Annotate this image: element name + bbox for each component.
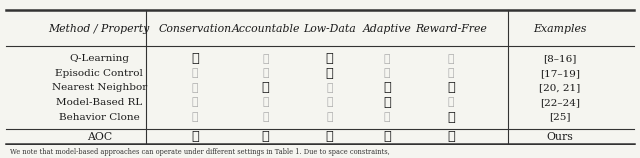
Text: ✗: ✗	[384, 112, 390, 122]
Text: AOC: AOC	[86, 132, 112, 142]
Text: [17–19]: [17–19]	[540, 69, 580, 78]
Text: ✗: ✗	[262, 68, 269, 78]
Text: ✓: ✓	[262, 81, 269, 94]
Text: Low-Data: Low-Data	[303, 24, 356, 34]
Text: Method / Property: Method / Property	[49, 24, 150, 34]
Text: ✓: ✓	[383, 131, 391, 143]
Text: ✗: ✗	[448, 68, 454, 78]
Text: ✗: ✗	[262, 54, 269, 64]
Text: ✓: ✓	[262, 131, 269, 143]
Text: ✗: ✗	[448, 54, 454, 64]
Text: Examples: Examples	[533, 24, 587, 34]
Text: Model-Based RL: Model-Based RL	[56, 98, 142, 107]
Text: ✗: ✗	[384, 68, 390, 78]
Text: ✓: ✓	[326, 52, 333, 65]
Text: ✗: ✗	[262, 97, 269, 107]
Text: Accountable: Accountable	[232, 24, 300, 34]
Text: ✗: ✗	[326, 112, 333, 122]
Text: ✗: ✗	[192, 83, 198, 93]
Text: ✓: ✓	[191, 52, 199, 65]
Text: [8–16]: [8–16]	[543, 54, 577, 63]
Text: [25]: [25]	[549, 112, 571, 122]
Text: Behavior Clone: Behavior Clone	[59, 112, 140, 122]
Text: ✗: ✗	[192, 112, 198, 122]
Text: ✗: ✗	[326, 83, 333, 93]
Text: ✓: ✓	[191, 131, 199, 143]
Text: ✗: ✗	[192, 97, 198, 107]
Text: ✓: ✓	[447, 131, 455, 143]
Text: Adaptive: Adaptive	[363, 24, 412, 34]
Text: Reward-Free: Reward-Free	[415, 24, 487, 34]
Text: ✓: ✓	[326, 67, 333, 80]
Text: ✓: ✓	[447, 110, 455, 124]
Text: ✗: ✗	[326, 97, 333, 107]
Text: [22–24]: [22–24]	[540, 98, 580, 107]
Text: ✓: ✓	[383, 81, 391, 94]
Text: We note that model-based approaches can operate under different settings in Tabl: We note that model-based approaches can …	[10, 148, 389, 156]
Text: ✗: ✗	[192, 68, 198, 78]
Text: Nearest Neighbor: Nearest Neighbor	[52, 83, 147, 92]
Text: Ours: Ours	[547, 132, 573, 142]
Text: ✗: ✗	[262, 112, 269, 122]
Text: ✓: ✓	[447, 81, 455, 94]
Text: ✗: ✗	[384, 54, 390, 64]
Text: ✓: ✓	[383, 96, 391, 109]
Text: [20, 21]: [20, 21]	[540, 83, 580, 92]
Text: ✓: ✓	[326, 131, 333, 143]
Text: Episodic Control: Episodic Control	[55, 69, 143, 78]
Text: ✗: ✗	[448, 97, 454, 107]
Text: Q-Learning: Q-Learning	[69, 54, 129, 63]
Text: Conservation: Conservation	[159, 24, 232, 34]
